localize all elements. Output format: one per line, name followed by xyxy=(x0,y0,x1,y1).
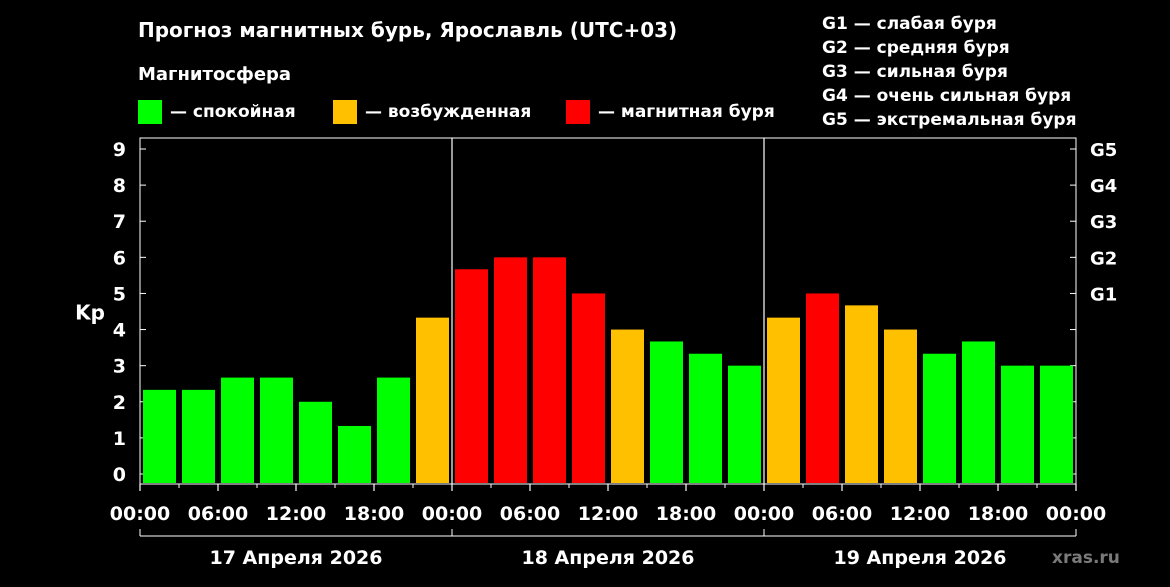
kp-bar xyxy=(377,377,410,483)
g-scale-label: G2 xyxy=(1090,248,1117,269)
x-tick-label: 06:00 xyxy=(500,503,560,525)
x-tick-label: 00:00 xyxy=(1046,503,1106,525)
storm-scale-g2: G2 — средняя буря xyxy=(822,38,1010,58)
y-tick-label: 4 xyxy=(113,320,126,342)
day-label: 18 Апреля 2026 xyxy=(522,547,695,569)
kp-bar xyxy=(1040,365,1073,483)
x-tick-label: 18:00 xyxy=(968,503,1028,525)
x-tick-label: 18:00 xyxy=(656,503,716,525)
day-label: 17 Апреля 2026 xyxy=(210,547,383,569)
x-tick-label: 00:00 xyxy=(110,503,170,525)
chart-title: Прогноз магнитных бурь, Ярославль (UTC+0… xyxy=(138,18,678,42)
y-tick-label: 1 xyxy=(113,428,126,450)
kp-bar xyxy=(338,425,371,483)
y-axis-label: Kp xyxy=(75,301,105,325)
y-tick-label: 9 xyxy=(113,139,126,161)
y-tick-label: 6 xyxy=(113,247,126,269)
kp-bar xyxy=(728,365,761,483)
kp-bar xyxy=(806,293,839,483)
storm-scale-g4: G4 — очень сильная буря xyxy=(822,86,1072,106)
watermark: xras.ru xyxy=(1052,548,1120,568)
x-tick-label: 00:00 xyxy=(734,503,794,525)
storm-scale-legend: G1 — слабая буря G2 — средняя буря G3 — … xyxy=(822,12,1077,132)
storm-scale-g5: G5 — экстремальная буря xyxy=(822,110,1077,130)
legend-label-active: — возбужденная xyxy=(365,102,532,122)
kp-bar xyxy=(416,317,449,483)
x-tick-label: 06:00 xyxy=(188,503,248,525)
storm-scale-g3: G3 — сильная буря xyxy=(822,62,1008,82)
g-scale-label: G5 xyxy=(1090,140,1117,161)
x-tick-label: 12:00 xyxy=(890,503,950,525)
storm-scale-g1: G1 — слабая буря xyxy=(822,14,997,34)
g-scale-label: G3 xyxy=(1090,212,1117,233)
y-tick-label: 3 xyxy=(113,356,126,378)
x-tick-label: 12:00 xyxy=(578,503,638,525)
kp-bar xyxy=(299,401,332,483)
legend-swatch-active xyxy=(333,100,357,124)
day-label: 19 Апреля 2026 xyxy=(834,547,1007,569)
kp-bar xyxy=(494,257,527,483)
legend-item-storm: — магнитная буря xyxy=(566,99,775,125)
legend-label-storm: — магнитная буря xyxy=(598,102,775,122)
x-tick-label: 06:00 xyxy=(812,503,872,525)
kp-bar xyxy=(650,341,683,483)
legend-swatch-quiet xyxy=(138,100,162,124)
bars-layer xyxy=(143,257,1073,483)
labels-layer: 0 1 2 3 4 5 6 7 8 9 G1 G2 G3 G4 G5 Kp 00:00 06:00 12:00 18:… xyxy=(75,139,1117,569)
y-tick-label: 7 xyxy=(113,211,126,233)
axes-layer xyxy=(139,137,1077,537)
legend-label-quiet: — спокойная xyxy=(170,102,296,122)
kp-bar xyxy=(143,389,176,483)
kp-bar xyxy=(1001,365,1034,483)
x-tick-label: 18:00 xyxy=(344,503,404,525)
g-scale-label: G4 xyxy=(1090,176,1117,197)
y-tick-label: 0 xyxy=(113,464,126,486)
x-tick-label: 12:00 xyxy=(266,503,326,525)
kp-bar xyxy=(689,353,722,483)
kp-bar xyxy=(572,293,605,483)
kp-bar xyxy=(884,329,917,483)
x-tick-label: 00:00 xyxy=(422,503,482,525)
legend-swatch-storm xyxy=(566,100,590,124)
kp-bar xyxy=(767,317,800,483)
y-tick-label: 8 xyxy=(113,175,126,197)
kp-bar xyxy=(962,341,995,483)
kp-bar xyxy=(611,329,644,483)
kp-bar xyxy=(923,353,956,483)
kp-bar xyxy=(260,377,293,483)
kp-bar xyxy=(455,269,488,483)
kp-bar xyxy=(182,389,215,483)
magnetosphere-legend-title: Магнитосфера xyxy=(138,64,292,85)
g-scale-label: G1 xyxy=(1090,284,1117,305)
kp-bar xyxy=(221,377,254,483)
kp-bar xyxy=(533,257,566,483)
y-tick-label: 5 xyxy=(113,283,126,305)
legend-item-quiet: — спокойная xyxy=(138,99,296,125)
kp-bar xyxy=(845,305,878,483)
y-tick-label: 2 xyxy=(113,392,126,414)
legend-item-active: — возбужденная xyxy=(333,99,531,125)
